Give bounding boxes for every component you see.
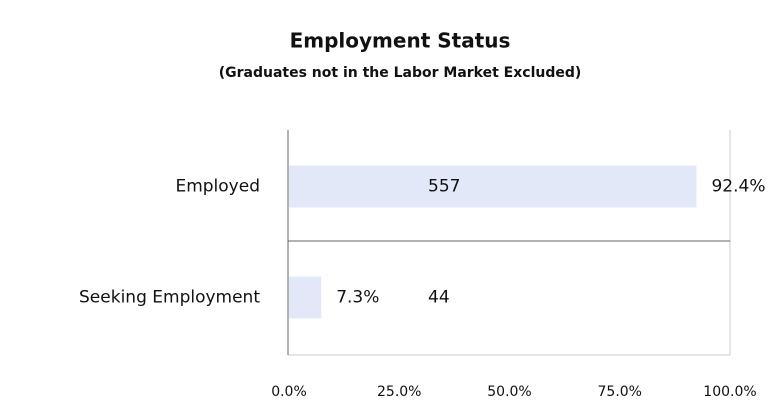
bar [289,276,322,319]
x-tick-label: 75.0% [598,384,642,400]
x-tick-label: 100.0% [703,384,756,400]
count-label: 44 [428,288,450,308]
category-label: Employed [175,177,260,197]
x-tick-label: 0.0% [271,384,307,400]
count-label: 557 [428,177,460,197]
chart-title: Employment Status [290,29,511,53]
x-tick-label: 50.0% [487,384,531,400]
x-tick-label: 25.0% [377,384,421,400]
category-label: Seeking Employment [79,288,260,308]
chart-subtitle: (Graduates not in the Labor Market Exclu… [219,65,582,81]
bar [289,165,697,208]
value-label: 92.4% [711,177,765,197]
value-label: 7.3% [336,288,379,308]
